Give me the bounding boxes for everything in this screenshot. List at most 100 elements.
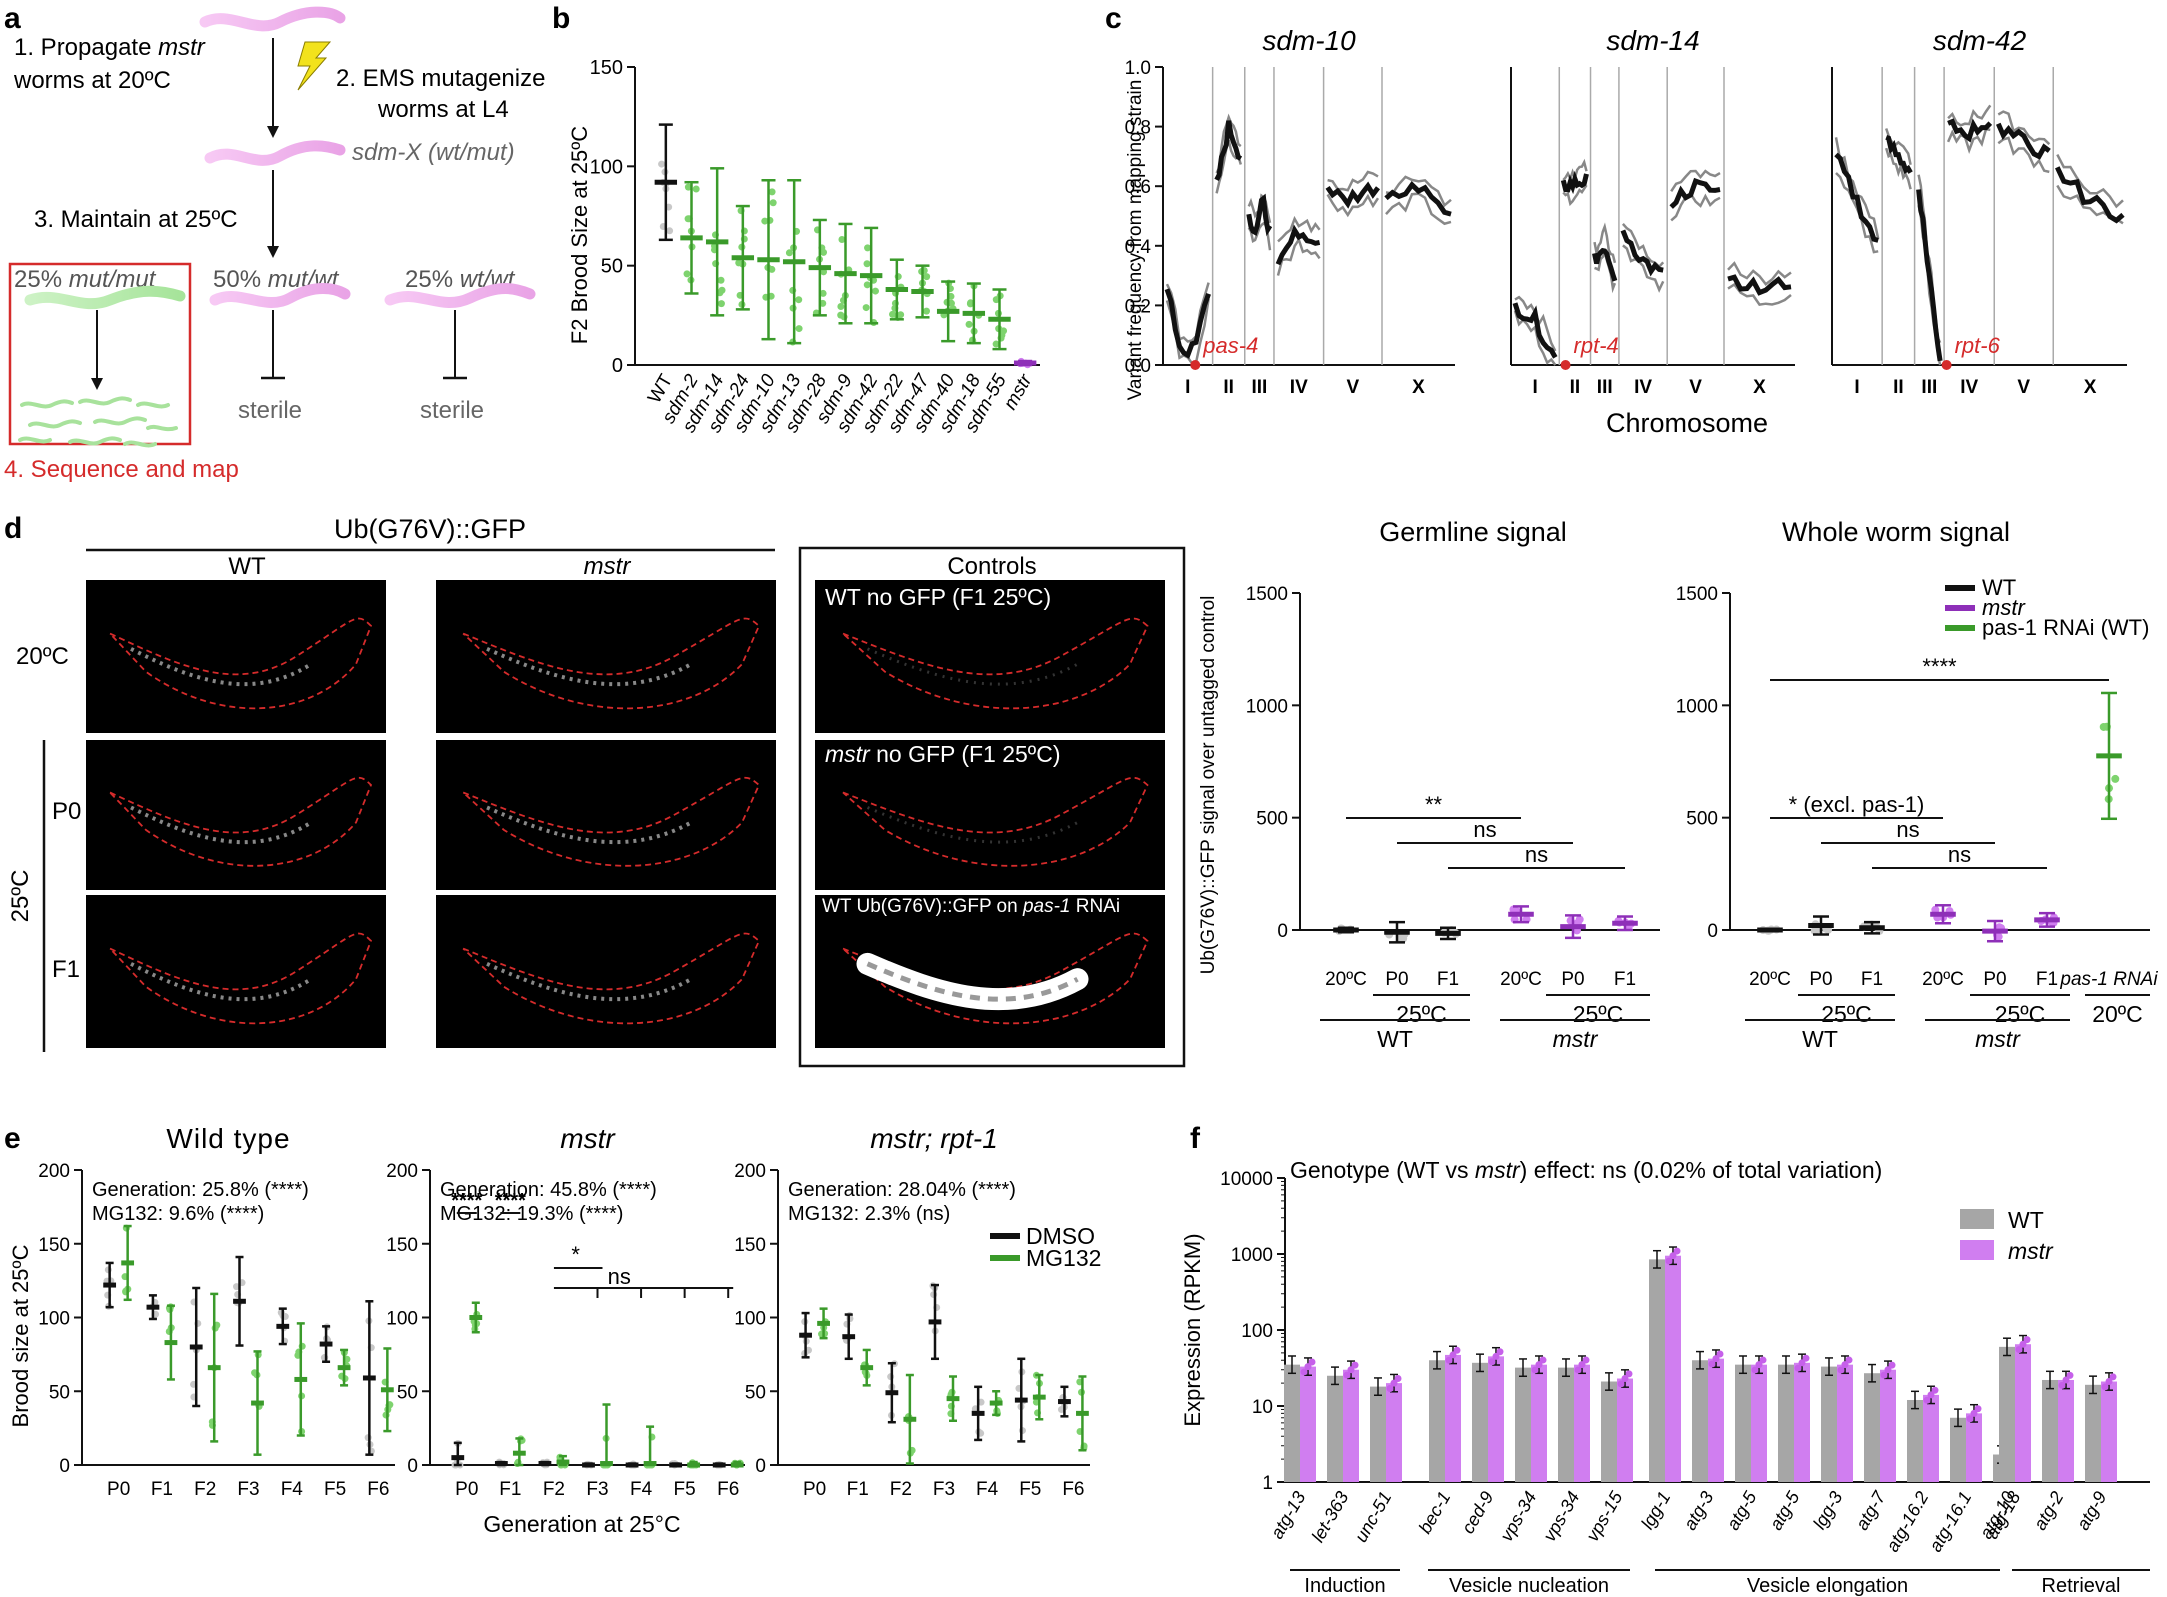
y-tick-label: 0.4 — [1125, 237, 1152, 258]
x-tick-label: F4 — [976, 1479, 999, 1500]
worm-icon — [24, 285, 186, 310]
x-tick-label: 20ºC — [1325, 969, 1367, 990]
group-label: Vesicle elongation — [1747, 1575, 1908, 1597]
bar-WT — [1558, 1367, 1574, 1482]
panel-label-c: c — [1105, 2, 1122, 35]
replicate-line — [1277, 215, 1321, 243]
x-tick-label: F1 — [1614, 969, 1636, 990]
bar-WT — [1429, 1360, 1445, 1482]
x-tick-label: unc-51 — [1351, 1488, 1396, 1546]
gene-label: rpt-6 — [1955, 333, 2001, 358]
sterile-label-2: sterile — [420, 397, 484, 424]
significance-label: ** — [1425, 792, 1443, 817]
mean-line — [1669, 177, 1721, 209]
panel-d-images: Ub(G76V)::GFP WT mstr 20ºC 25ºC P0 F1 Co… — [7, 514, 1186, 1068]
bar-mstr — [1386, 1383, 1402, 1482]
micrograph-grid — [86, 580, 1165, 1048]
stats-generation: Generation: 45.8% (****) — [440, 1179, 657, 1201]
x-tick-label: atg-3 — [1680, 1488, 1718, 1534]
stats-generation: Generation: 28.04% (****) — [788, 1179, 1016, 1201]
data-point — [2099, 722, 2108, 731]
worm-outline — [109, 617, 373, 710]
y-tick-label: 500 — [1686, 809, 1718, 830]
x-tick-label: F6 — [717, 1479, 739, 1500]
x-tick-label: F1 — [1437, 969, 1459, 990]
legend-label: DMSO — [1026, 1223, 1095, 1249]
replicate-line — [1670, 169, 1721, 192]
x-tick-label: F2 — [194, 1479, 216, 1500]
bar-mstr — [1880, 1369, 1896, 1482]
x-tick-label: lgg-1 — [1637, 1488, 1674, 1533]
data-point — [1492, 1352, 1500, 1360]
x-tick-label: 20ºC — [1749, 969, 1791, 990]
data-point — [1535, 1361, 1543, 1369]
worm-icon — [204, 140, 346, 166]
y-tick-label: 0 — [755, 1456, 766, 1477]
chromosome-label: V — [2017, 377, 2030, 398]
chromosome-label: III — [1921, 377, 1937, 398]
data-point — [1755, 1361, 1763, 1369]
data-point — [795, 325, 803, 333]
row-20c: 20ºC — [16, 643, 69, 670]
bar-mstr — [1923, 1394, 1939, 1482]
sterile-label-1: sterile — [238, 397, 302, 424]
data-point — [1575, 915, 1584, 924]
data-point — [717, 300, 725, 308]
x-tick-label: F2 — [890, 1479, 912, 1500]
data-point — [1888, 1361, 1896, 1369]
ctrl1-label: WT no GFP (F1 25ºC) — [825, 584, 1051, 610]
lightning-icon — [297, 41, 332, 91]
data-point — [1751, 1366, 1759, 1374]
mutation-marker — [1941, 360, 1952, 370]
x-tick-label: F1 — [499, 1479, 521, 1500]
micrograph — [436, 740, 776, 890]
x-tick-label: F5 — [674, 1479, 696, 1500]
group-label: mstr — [1975, 1026, 2021, 1052]
x-tick-label: atg-5 — [1723, 1487, 1761, 1533]
y-tick-label: 1.0 — [1125, 58, 1151, 79]
step3: 3. Maintain at 25ºC — [34, 206, 238, 233]
svg-text:25% mut/mut: 25% mut/mut — [14, 266, 157, 293]
gfp-signal — [486, 962, 692, 1002]
row-25c: 25ºC — [7, 870, 34, 923]
data-point — [1845, 1356, 1853, 1364]
y-tick-label: 0 — [612, 355, 623, 377]
panel-a: 1. Propagate mstr worms at 20ºC 2. EMS m… — [4, 6, 545, 483]
data-point — [1300, 1368, 1308, 1376]
mean-line — [1560, 170, 1589, 195]
micrograph — [86, 740, 386, 890]
panel-e-xlabel: Generation at 25°C — [483, 1511, 680, 1537]
y-tick-label: 1500 — [1676, 584, 1718, 605]
y-tick-label: 200 — [734, 1161, 766, 1182]
x-tick-label: F3 — [237, 1479, 259, 1500]
panel-label-f: f — [1190, 1122, 1201, 1155]
bar-mstr — [1794, 1362, 1810, 1482]
x-tick-label: P0 — [1809, 969, 1832, 990]
x-tick-label: P0 — [1561, 969, 1584, 990]
replicate-line — [1885, 147, 1912, 190]
svg-text:1. Propagate mstr: 1. Propagate mstr — [14, 34, 206, 61]
y-tick-label: 0 — [1277, 921, 1288, 942]
significance-label: ns — [1948, 842, 1971, 867]
worm-icon — [199, 6, 346, 32]
data-point — [1884, 1366, 1892, 1374]
x-tick-label: F5 — [1019, 1479, 1041, 1500]
y-tick-label: 1000 — [1246, 696, 1288, 717]
y-tick-label: 50 — [745, 1382, 766, 1403]
chromosome-label: X — [2084, 377, 2097, 398]
panel-e-title: mstr; rpt-1 — [870, 1123, 998, 1154]
chromosome-label: III — [1251, 377, 1267, 398]
data-point — [1669, 1252, 1677, 1260]
data-point — [1974, 1405, 1982, 1413]
micrograph — [815, 580, 1165, 733]
mean-line — [1916, 189, 1943, 362]
x-tick-label: vps-34 — [1496, 1488, 1540, 1545]
y-tick-label: 0.2 — [1125, 296, 1151, 317]
mean-line — [1885, 134, 1913, 175]
bar-mstr — [1837, 1364, 1853, 1482]
bar-WT — [1370, 1386, 1386, 1482]
mean-line — [1384, 180, 1452, 217]
data-point — [1574, 1366, 1582, 1374]
panel-b-chart: F2 Brood Size at 25ºC 050100150WTsdm-2sd… — [567, 57, 1040, 436]
panel-f-ylabel: Expression (RPKM) — [1180, 1233, 1205, 1426]
